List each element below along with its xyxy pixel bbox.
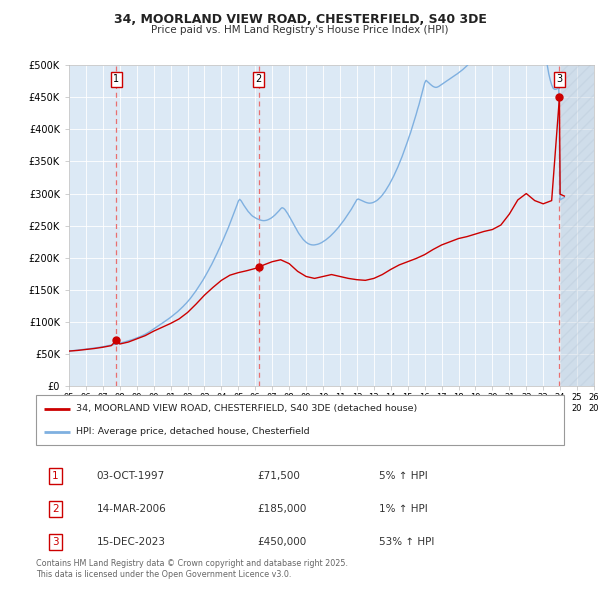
Text: 15-DEC-2023: 15-DEC-2023 bbox=[97, 537, 166, 547]
Text: £71,500: £71,500 bbox=[258, 471, 301, 481]
Text: 53% ↑ HPI: 53% ↑ HPI bbox=[379, 537, 434, 547]
Text: £185,000: £185,000 bbox=[258, 504, 307, 514]
Text: 34, MOORLAND VIEW ROAD, CHESTERFIELD, S40 3DE: 34, MOORLAND VIEW ROAD, CHESTERFIELD, S4… bbox=[113, 13, 487, 26]
Bar bbox=[560, 65, 594, 386]
Text: Price paid vs. HM Land Registry's House Price Index (HPI): Price paid vs. HM Land Registry's House … bbox=[151, 25, 449, 35]
Text: 2: 2 bbox=[52, 504, 59, 514]
Text: 3: 3 bbox=[556, 74, 563, 84]
Text: Contains HM Land Registry data © Crown copyright and database right 2025.
This d: Contains HM Land Registry data © Crown c… bbox=[36, 559, 348, 579]
Text: 2: 2 bbox=[256, 74, 262, 84]
Text: 5% ↑ HPI: 5% ↑ HPI bbox=[379, 471, 428, 481]
Text: 1% ↑ HPI: 1% ↑ HPI bbox=[379, 504, 428, 514]
Text: 34, MOORLAND VIEW ROAD, CHESTERFIELD, S40 3DE (detached house): 34, MOORLAND VIEW ROAD, CHESTERFIELD, S4… bbox=[76, 404, 417, 414]
Text: HPI: Average price, detached house, Chesterfield: HPI: Average price, detached house, Ches… bbox=[76, 427, 309, 437]
Text: 3: 3 bbox=[52, 537, 59, 547]
Text: 14-MAR-2006: 14-MAR-2006 bbox=[97, 504, 166, 514]
Text: 1: 1 bbox=[52, 471, 59, 481]
Text: 03-OCT-1997: 03-OCT-1997 bbox=[97, 471, 165, 481]
Text: 1: 1 bbox=[113, 74, 119, 84]
Text: £450,000: £450,000 bbox=[258, 537, 307, 547]
